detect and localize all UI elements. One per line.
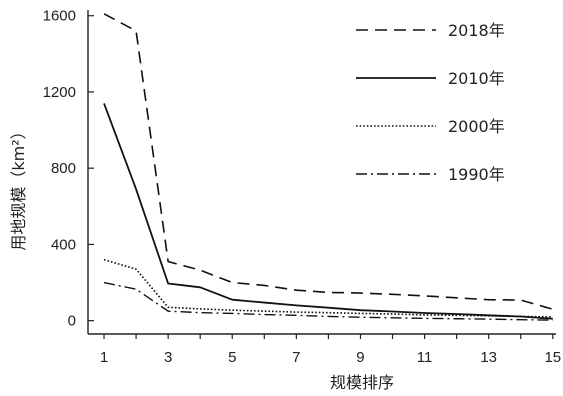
y-tick-label: 400 <box>51 236 76 253</box>
x-tick-label: 3 <box>164 349 172 366</box>
x-tick-label: 13 <box>480 349 497 366</box>
y-tick-label: 1200 <box>43 84 76 101</box>
series-line-2018年 <box>103 13 554 310</box>
y-tick-label: 0 <box>68 313 76 330</box>
y-axis-title: 用地规模（km²） <box>9 123 28 250</box>
x-tick-label: 7 <box>292 349 300 366</box>
legend-label: 2010年 <box>448 69 505 88</box>
series-layer <box>103 13 554 321</box>
series-line-2000年 <box>103 258 553 318</box>
legend-label: 2000年 <box>448 117 505 136</box>
y-tick-label: 800 <box>51 160 76 177</box>
y-ticks: 0 400 800 1200 1600 <box>43 8 94 330</box>
x-tick-label: 5 <box>228 349 236 366</box>
x-axis-title: 规模排序 <box>330 373 394 392</box>
x-tick-label: 15 <box>544 349 561 366</box>
legend-label: 2018年 <box>448 21 505 40</box>
x-tick-label: 1 <box>100 349 108 366</box>
y-tick-label: 1600 <box>43 8 76 25</box>
x-tick-label: 11 <box>417 349 433 366</box>
series-line-2010年 <box>103 103 553 320</box>
legend: 2018年 2010年 2000年 1990年 <box>356 21 505 184</box>
x-tick-label: 9 <box>356 349 364 366</box>
series-line-1990年 <box>103 281 553 321</box>
axes <box>87 10 556 335</box>
legend-label: 1990年 <box>448 165 505 184</box>
x-ticks: 1 3 5 7 9 11 13 15 <box>100 334 561 366</box>
